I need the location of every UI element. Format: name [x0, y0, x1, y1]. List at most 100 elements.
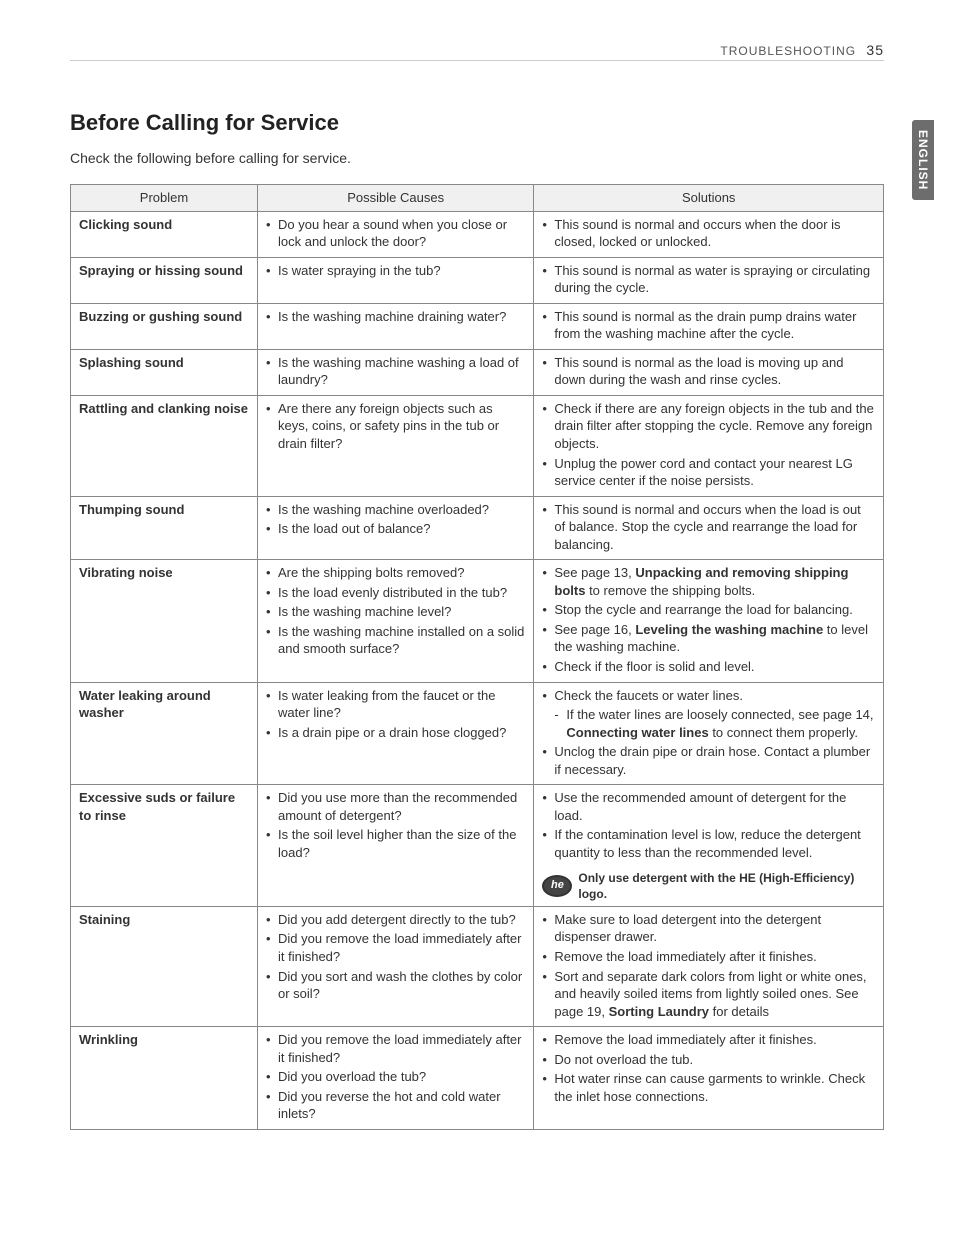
cause-item: Did you overload the tub?	[266, 1068, 525, 1086]
problem-cell: Water leaking around washer	[71, 682, 258, 785]
solutions-cell: See page 13, Unpacking and removing ship…	[534, 560, 884, 682]
problem-cell: Vibrating noise	[71, 560, 258, 682]
causes-cell: Is the washing machine washing a load of…	[257, 349, 533, 395]
table-row: Spraying or hissing sound Is water sprayi…	[71, 257, 884, 303]
problem-cell: Clicking sound	[71, 211, 258, 257]
causes-cell: Is water leaking from the faucet or the …	[257, 682, 533, 785]
solution-item: This sound is normal and occurs when the…	[542, 501, 875, 554]
solutions-cell: This sound is normal as the load is movi…	[534, 349, 884, 395]
solution-item: Check the faucets or water lines.	[542, 687, 875, 705]
table-row: Staining Did you add detergent directly t…	[71, 906, 884, 1026]
cause-item: Is the washing machine level?	[266, 603, 525, 621]
solution-item: Unplug the power cord and contact your n…	[542, 455, 875, 490]
causes-cell: Are there any foreign objects such as ke…	[257, 395, 533, 496]
causes-cell: Did you remove the load immediately afte…	[257, 1027, 533, 1130]
table-row: Thumping soundIs the washing machine ove…	[71, 496, 884, 560]
solutions-cell: This sound is normal and occurs when the…	[534, 211, 884, 257]
table-row: Excessive suds or failure to rinseDid yo…	[71, 785, 884, 907]
solution-item: If the contamination level is low, reduc…	[542, 826, 875, 861]
language-tab: ENGLISH	[912, 120, 934, 200]
solution-item: Stop the cycle and rearrange the load fo…	[542, 601, 875, 619]
causes-cell: Did you add detergent directly to the tu…	[257, 906, 533, 1026]
problem-cell: Excessive suds or failure to rinse	[71, 785, 258, 907]
problem-cell: Spraying or hissing sound	[71, 257, 258, 303]
table-row: Rattling and clanking noiseAre there any…	[71, 395, 884, 496]
header-section: TROUBLESHOOTING	[720, 44, 856, 58]
problem-cell: Rattling and clanking noise	[71, 395, 258, 496]
solution-item: Remove the load immediately after it fin…	[542, 1031, 875, 1049]
solution-item: This sound is normal as the drain pump d…	[542, 308, 875, 343]
solutions-cell: Make sure to load detergent into the det…	[534, 906, 884, 1026]
solution-item: Unclog the drain pipe or drain hose. Con…	[542, 743, 875, 778]
solutions-cell: This sound is normal and occurs when the…	[534, 496, 884, 560]
problem-cell: Splashing sound	[71, 349, 258, 395]
header-rule	[70, 60, 884, 61]
intro-text: Check the following before calling for s…	[70, 150, 884, 166]
causes-cell: Did you use more than the recommended am…	[257, 785, 533, 907]
solution-item: Hot water rinse can cause garments to wr…	[542, 1070, 875, 1105]
solutions-cell: Remove the load immediately after it fin…	[534, 1027, 884, 1130]
cause-item: Is the load evenly distributed in the tu…	[266, 584, 525, 602]
solution-item: This sound is normal as the load is movi…	[542, 354, 875, 389]
cause-item: Is water leaking from the faucet or the …	[266, 687, 525, 722]
header-page-number: 35	[866, 42, 884, 58]
cause-item: Is the washing machine washing a load of…	[266, 354, 525, 389]
troubleshooting-table: Problem Possible Causes Solutions Clicki…	[70, 184, 884, 1130]
solutions-cell: This sound is normal as water is sprayin…	[534, 257, 884, 303]
cause-item: Is the soil level higher than the size o…	[266, 826, 525, 861]
causes-cell: Is water spraying in the tub?	[257, 257, 533, 303]
cause-item: Is a drain pipe or a drain hose clogged?	[266, 724, 525, 742]
he-logo-icon: he	[542, 875, 572, 897]
table-row: Splashing soundIs the washing machine wa…	[71, 349, 884, 395]
solution-item: Check if there are any foreign objects i…	[542, 400, 875, 453]
page-content: Before Calling for Service Check the fol…	[70, 110, 884, 1130]
table-row: Buzzing or gushing sound Is the washing m…	[71, 303, 884, 349]
page-title: Before Calling for Service	[70, 110, 884, 136]
solution-item: This sound is normal and occurs when the…	[542, 216, 875, 251]
cause-item: Did you reverse the hot and cold water i…	[266, 1088, 525, 1123]
solution-item: See page 16, Leveling the washing machin…	[542, 621, 875, 656]
cause-item: Is water spraying in the tub?	[266, 262, 525, 280]
he-note-text: Only use detergent with the HE (High-Eff…	[578, 870, 875, 902]
page-header: TROUBLESHOOTING 35	[720, 42, 884, 58]
col-header-problem: Problem	[71, 185, 258, 212]
problem-cell: Wrinkling	[71, 1027, 258, 1130]
solution-item: Remove the load immediately after it fin…	[542, 948, 875, 966]
causes-cell: Is the washing machine draining water?	[257, 303, 533, 349]
solution-item: See page 13, Unpacking and removing ship…	[542, 564, 875, 599]
table-row: Water leaking around washerIs water leak…	[71, 682, 884, 785]
problem-cell: Staining	[71, 906, 258, 1026]
cause-item: Did you remove the load immediately afte…	[266, 930, 525, 965]
cause-item: Is the load out of balance?	[266, 520, 525, 538]
solution-item: Make sure to load detergent into the det…	[542, 911, 875, 946]
col-header-solutions: Solutions	[534, 185, 884, 212]
solution-item: Do not overload the tub.	[542, 1051, 875, 1069]
solution-item: If the water lines are loosely connected…	[542, 706, 875, 741]
cause-item: Did you add detergent directly to the tu…	[266, 911, 525, 929]
table-row: WrinklingDid you remove the load immedia…	[71, 1027, 884, 1130]
solution-item: Sort and separate dark colors from light…	[542, 968, 875, 1021]
cause-item: Did you sort and wash the clothes by col…	[266, 968, 525, 1003]
solution-item: This sound is normal as water is sprayin…	[542, 262, 875, 297]
solution-item: Use the recommended amount of detergent …	[542, 789, 875, 824]
causes-cell: Do you hear a sound when you close or lo…	[257, 211, 533, 257]
solution-item: Check if the floor is solid and level.	[542, 658, 875, 676]
solutions-cell: Check the faucets or water lines.If the …	[534, 682, 884, 785]
causes-cell: Is the washing machine overloaded?Is the…	[257, 496, 533, 560]
cause-item: Is the washing machine installed on a so…	[266, 623, 525, 658]
cause-item: Did you use more than the recommended am…	[266, 789, 525, 824]
causes-cell: Are the shipping bolts removed? Is the lo…	[257, 560, 533, 682]
solutions-cell: This sound is normal as the drain pump d…	[534, 303, 884, 349]
table-row: Vibrating noiseAre the shipping bolts re…	[71, 560, 884, 682]
cause-item: Do you hear a sound when you close or lo…	[266, 216, 525, 251]
cause-item: Is the washing machine overloaded?	[266, 501, 525, 519]
col-header-causes: Possible Causes	[257, 185, 533, 212]
solutions-cell: Use the recommended amount of detergent …	[534, 785, 884, 907]
cause-item: Are the shipping bolts removed?	[266, 564, 525, 582]
problem-cell: Buzzing or gushing sound	[71, 303, 258, 349]
problem-cell: Thumping sound	[71, 496, 258, 560]
cause-item: Did you remove the load immediately afte…	[266, 1031, 525, 1066]
cause-item: Are there any foreign objects such as ke…	[266, 400, 525, 453]
cause-item: Is the washing machine draining water?	[266, 308, 525, 326]
table-row: Clicking soundDo you hear a sound when y…	[71, 211, 884, 257]
